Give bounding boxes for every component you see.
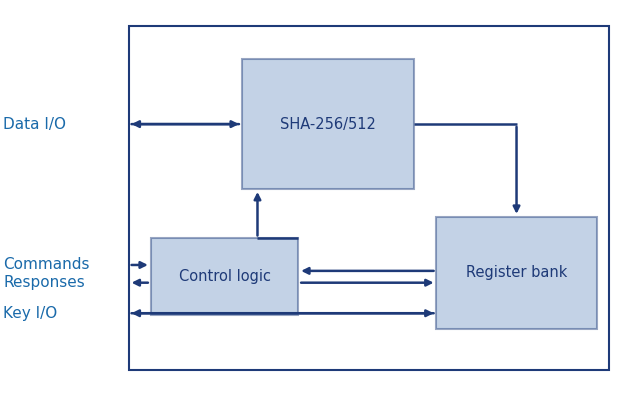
Bar: [242, 59, 414, 189]
Bar: [436, 217, 597, 329]
Text: Responses: Responses: [3, 275, 85, 290]
Text: Data I/O: Data I/O: [3, 117, 66, 132]
Bar: [129, 26, 609, 370]
Text: Control logic: Control logic: [178, 269, 271, 284]
Bar: [151, 238, 298, 315]
Text: Register bank: Register bank: [466, 265, 567, 281]
Text: Key I/O: Key I/O: [3, 306, 57, 321]
Text: Commands: Commands: [3, 257, 90, 273]
Text: SHA-256/512: SHA-256/512: [280, 117, 376, 132]
